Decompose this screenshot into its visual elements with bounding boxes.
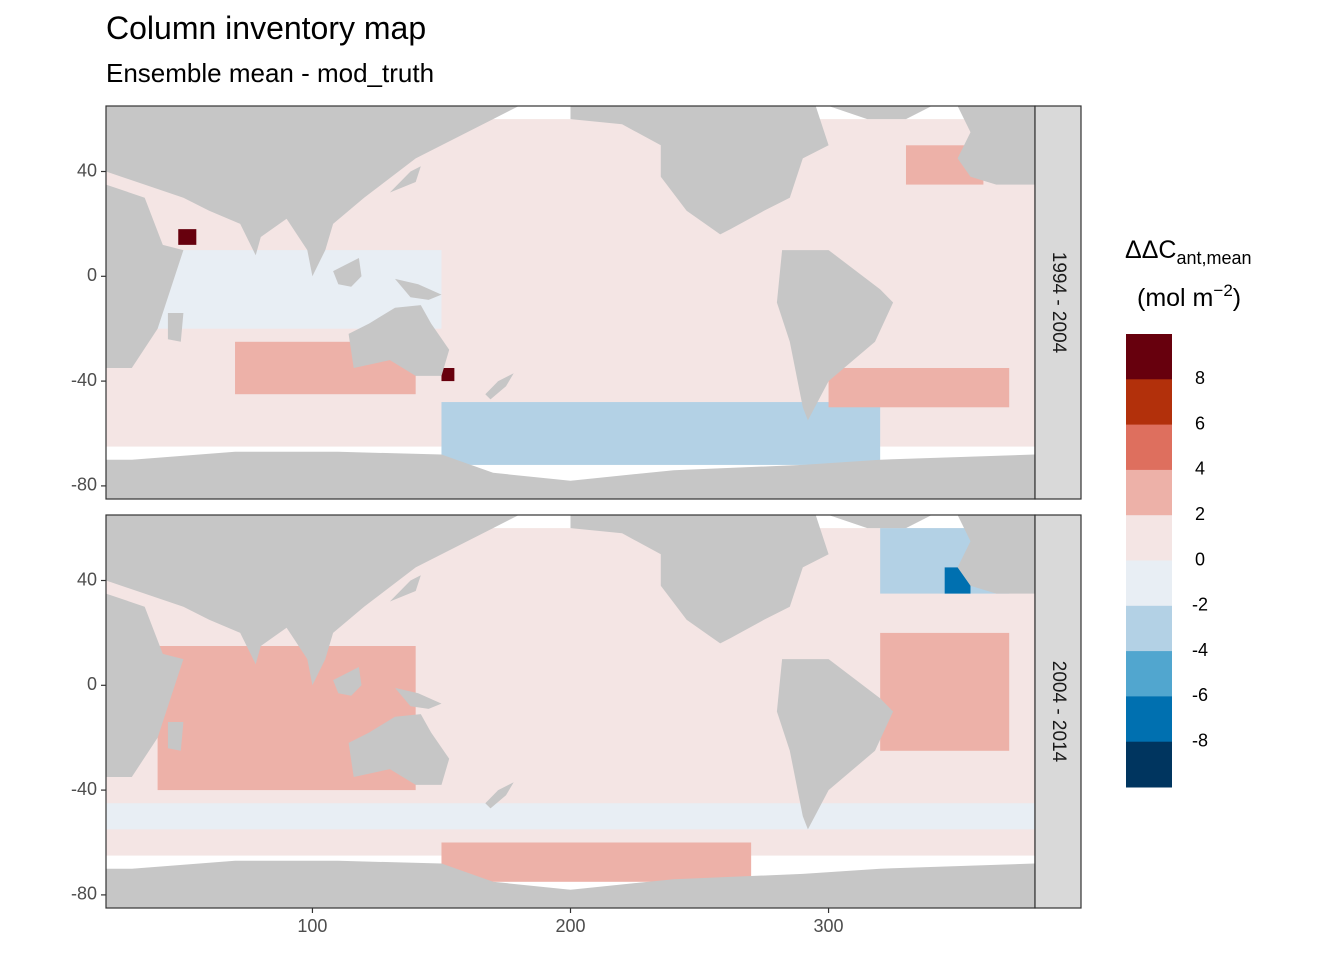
facet-label-1: 1994 - 2004 xyxy=(1048,252,1069,354)
y-tick-label-2: 40 xyxy=(77,569,97,589)
land-madagascar-1 xyxy=(167,313,184,342)
land-madagascar-2 xyxy=(167,722,184,751)
x-tick-label: 300 xyxy=(814,916,844,936)
legend-swatch-4 xyxy=(1126,515,1172,561)
legend-swatch-8 xyxy=(1126,696,1172,743)
legend-label: -2 xyxy=(1192,595,1208,615)
y-tick-label-2: -80 xyxy=(71,884,97,904)
ocean-region-2-6 xyxy=(106,803,1035,830)
y-tick-label-1: -40 xyxy=(71,370,97,390)
legend-swatch-5 xyxy=(1126,560,1172,607)
legend-swatch-7 xyxy=(1126,651,1172,697)
x-tick-label: 200 xyxy=(555,916,585,936)
legend-title: ΔΔCant,mean xyxy=(1125,236,1252,268)
land-europe-atlantic-1 xyxy=(957,106,1035,185)
land-japan-2 xyxy=(389,575,421,602)
land-australia-1 xyxy=(348,305,450,376)
facet-panel-2 xyxy=(106,515,1035,908)
ocean-region-1-7 xyxy=(178,229,197,245)
legend-unit-close: ) xyxy=(1233,284,1241,312)
ocean-region-1-4 xyxy=(828,368,1010,408)
y-tick-label-2: -40 xyxy=(71,779,97,799)
land-borneo-2 xyxy=(333,667,362,696)
land-eurasia-2 xyxy=(106,515,519,686)
land-europe-atlantic-2 xyxy=(957,515,1035,594)
land-antarctica-1 xyxy=(106,451,1035,499)
land-south-america-2 xyxy=(776,659,894,830)
land-new-guinea-2 xyxy=(395,687,442,709)
land-africa-1 xyxy=(106,119,184,368)
x-tick-label: 100 xyxy=(297,916,327,936)
y-tick-label-1: 40 xyxy=(77,160,97,180)
legend-swatch-3 xyxy=(1126,469,1172,516)
legend-label: 4 xyxy=(1195,459,1205,479)
facet-label-2: 2004 - 2014 xyxy=(1048,661,1069,763)
land-north-america-1 xyxy=(570,106,829,235)
legend-label: 0 xyxy=(1195,549,1205,569)
land-eurasia-1 xyxy=(106,106,519,277)
land-new-zealand-1 xyxy=(485,373,514,400)
land-australia-2 xyxy=(348,714,450,785)
legend-label: -8 xyxy=(1192,730,1208,750)
chart-title: Column inventory map xyxy=(106,10,427,46)
legend-label: 2 xyxy=(1195,504,1205,524)
legend-swatch-0 xyxy=(1126,334,1172,380)
land-greenland-2 xyxy=(828,515,932,529)
legend-label: 8 xyxy=(1195,368,1205,388)
legend-swatch-6 xyxy=(1126,605,1172,652)
land-japan-1 xyxy=(389,166,421,193)
legend-unit: (mol m−2) xyxy=(1137,281,1241,312)
land-new-guinea-1 xyxy=(395,278,442,300)
legend-label: -6 xyxy=(1192,685,1208,705)
chart-subtitle: Ensemble mean - mod_truth xyxy=(106,58,435,88)
land-greenland-1 xyxy=(828,106,932,120)
y-tick-label-2: 0 xyxy=(87,674,97,694)
legend-swatch-9 xyxy=(1126,741,1172,788)
land-north-america-2 xyxy=(570,515,829,644)
land-borneo-1 xyxy=(333,258,362,287)
legend-label: 6 xyxy=(1195,413,1205,433)
land-antarctica-2 xyxy=(106,860,1035,908)
ocean-region-2-3 xyxy=(880,632,1010,751)
legend-unit-sup: −2 xyxy=(1213,281,1232,300)
ocean-region-2-5 xyxy=(441,842,752,882)
land-africa-2 xyxy=(106,528,184,777)
legend-label: -4 xyxy=(1192,640,1208,660)
y-tick-label-1: -80 xyxy=(71,475,97,495)
land-south-america-1 xyxy=(776,250,894,421)
facet-strip-1 xyxy=(1034,105,1082,500)
legend-swatch-1 xyxy=(1126,379,1172,426)
ocean-region-1-2 xyxy=(441,402,881,465)
y-tick-label-1: 0 xyxy=(87,265,97,285)
ocean-region-1-8 xyxy=(441,368,455,382)
land-new-zealand-2 xyxy=(485,782,514,809)
legend-swatch-2 xyxy=(1126,424,1172,471)
facet-panel-1 xyxy=(106,106,1035,499)
facet-strip-2 xyxy=(1034,514,1082,909)
legend-title-sub: ant,mean xyxy=(1176,248,1251,268)
